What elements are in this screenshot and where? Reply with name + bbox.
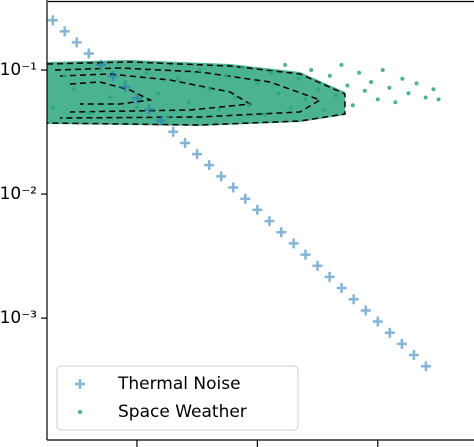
plus-marker	[204, 160, 215, 171]
dot-marker	[108, 95, 113, 100]
plus-marker	[312, 260, 323, 271]
density-fill	[47, 60, 345, 126]
density-contours	[46, 61, 346, 126]
plus-marker	[264, 216, 275, 227]
dot-marker	[165, 114, 170, 119]
plus-marker	[420, 361, 431, 372]
dot-marker	[283, 62, 288, 67]
dot-marker	[98, 68, 103, 73]
dot-marker	[186, 100, 191, 105]
dot-marker	[316, 87, 321, 92]
dot-marker	[288, 105, 293, 110]
plus-marker	[276, 227, 287, 238]
dot-marker	[176, 76, 181, 81]
dot-marker	[62, 73, 67, 78]
dot-marker	[216, 107, 221, 112]
dot-marker	[339, 62, 344, 67]
legend-label: Thermal Noise	[117, 374, 241, 394]
dot-marker	[380, 68, 385, 73]
plus-marker	[360, 305, 371, 316]
dot-marker	[309, 68, 314, 73]
dot-marker	[276, 91, 281, 96]
dot-marker	[269, 70, 274, 75]
dot-marker	[327, 73, 332, 78]
dot-marker	[156, 91, 161, 96]
y-tick-label: 10⁻²	[0, 184, 37, 204]
dot-marker	[375, 97, 380, 102]
plus-marker	[144, 104, 155, 115]
dot-marker	[255, 81, 260, 86]
dot-marker	[436, 97, 441, 102]
plus-marker	[396, 338, 407, 349]
dot-marker	[393, 100, 398, 105]
dot-marker	[357, 70, 362, 75]
y-tick-label: 10⁻¹	[0, 60, 37, 80]
plus-marker	[288, 238, 299, 249]
dot-marker	[400, 76, 405, 81]
plus-marker	[83, 48, 94, 59]
plus-marker	[348, 294, 359, 305]
dot-marker	[369, 80, 374, 85]
dot-marker	[362, 88, 367, 93]
dot-marker	[423, 95, 428, 100]
dot-marker	[387, 85, 392, 90]
plus-marker	[324, 271, 335, 282]
dot-marker	[207, 87, 212, 92]
dot-marker	[334, 93, 339, 98]
plus-marker	[408, 349, 419, 360]
dot-marker	[303, 97, 308, 102]
plus-marker	[384, 327, 395, 338]
plus-marker	[252, 204, 263, 215]
dot-marker	[144, 70, 149, 75]
plus-marker	[131, 93, 142, 104]
legend-box	[56, 365, 299, 431]
plus-marker	[192, 149, 203, 160]
dot-marker	[414, 81, 419, 86]
dot-marker	[72, 87, 77, 92]
y-tick-label: 10⁻³	[0, 308, 37, 328]
dot-marker	[350, 103, 355, 108]
plus-marker	[336, 282, 347, 293]
plus-marker	[180, 138, 191, 149]
dot-marker	[406, 91, 411, 96]
plus-marker	[155, 115, 166, 126]
dot-marker	[322, 107, 327, 112]
dot-marker	[345, 83, 350, 88]
legend-marker	[75, 379, 85, 389]
dot-marker	[262, 112, 267, 117]
legend: Thermal Noise Space Weather	[56, 365, 299, 431]
plus-marker	[240, 193, 251, 204]
dot-marker	[123, 80, 128, 85]
plot-area	[47, 15, 441, 372]
dot-marker	[431, 87, 436, 92]
dot-marker	[134, 105, 139, 110]
dot-marker	[87, 111, 92, 116]
legend-marker	[78, 410, 82, 414]
plus-marker	[168, 126, 179, 137]
plus-marker	[59, 26, 70, 37]
dot-marker	[224, 73, 229, 78]
dot-marker	[232, 95, 237, 100]
plus-marker	[47, 15, 58, 26]
plus-marker	[228, 182, 239, 193]
dot-marker	[246, 103, 251, 108]
dot-marker	[296, 76, 301, 81]
plus-marker	[107, 71, 118, 82]
dot-marker	[240, 65, 245, 70]
plus-marker	[71, 37, 82, 48]
dot-marker	[50, 105, 55, 110]
dot-marker	[197, 68, 202, 73]
plus-marker	[216, 171, 227, 182]
plus-marker	[372, 316, 383, 327]
plus-marker	[300, 249, 311, 260]
legend-label: Space Weather	[118, 402, 247, 422]
